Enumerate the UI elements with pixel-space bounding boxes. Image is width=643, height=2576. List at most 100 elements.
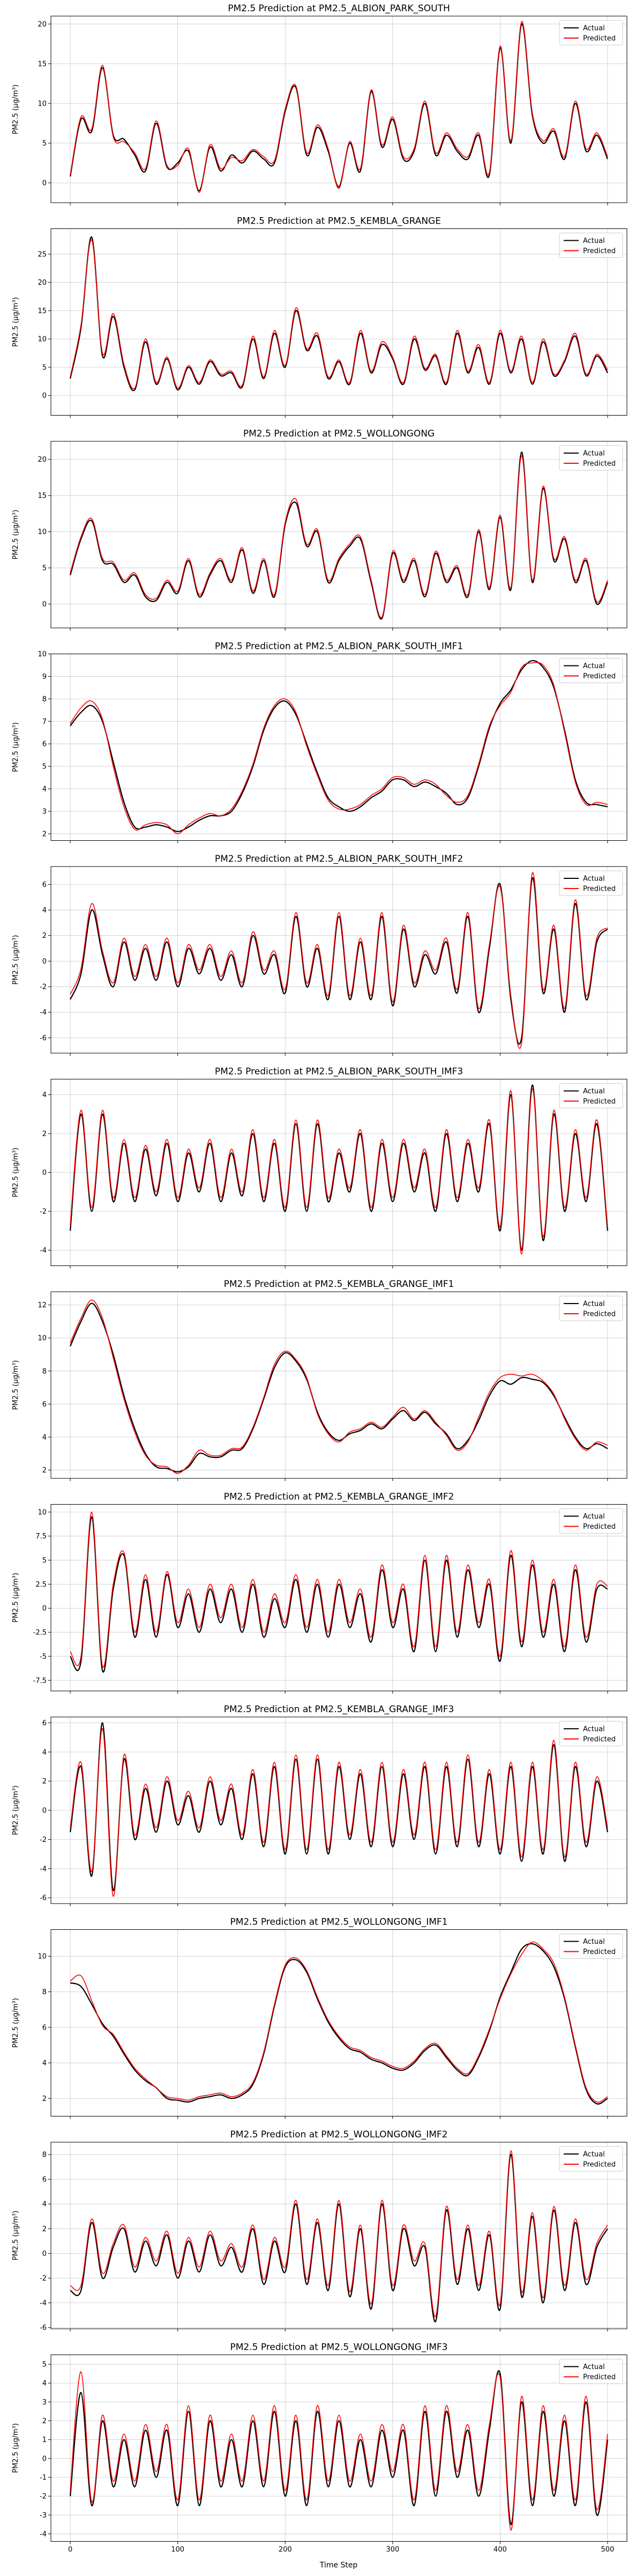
legend-label-actual: Actual: [583, 1087, 605, 1095]
y-tick-label: 4: [42, 2201, 47, 2209]
y-tick-label: -4: [40, 1247, 47, 1255]
plot-frame: [50, 1716, 627, 1904]
subplot-1: PM2.5 Prediction at PM2.5_ALBION_PARK_SO…: [12, 3, 627, 205]
y-tick-label: -5: [40, 1653, 47, 1661]
series-line-predicted: [70, 239, 608, 390]
series-line-predicted: [70, 1088, 608, 1255]
legend-label-predicted: Predicted: [583, 460, 616, 468]
x-tick-label: 300: [386, 2546, 399, 2554]
series-line-predicted: [70, 1728, 608, 1897]
y-tick-label: 6: [42, 1719, 47, 1727]
plot-frame: [50, 1504, 627, 1691]
legend-label-actual: Actual: [583, 662, 605, 670]
y-tick-label: 20: [38, 20, 47, 28]
legend-label-actual: Actual: [583, 1726, 605, 1734]
x-tick-label: 0: [68, 2546, 72, 2554]
y-tick-label: 5: [42, 139, 47, 147]
series-line-actual: [70, 1722, 608, 1891]
y-axis-label: PM2.5 (μg/m³): [12, 1573, 20, 1623]
series-line-actual: [70, 1943, 608, 2105]
y-tick-label: -1: [40, 2474, 47, 2482]
legend-box: [559, 1721, 623, 1746]
legend-box: [559, 233, 623, 258]
legend-label-actual: Actual: [583, 1300, 605, 1308]
y-tick-label: 3: [42, 2399, 47, 2407]
subplot-6: PM2.5 Prediction at PM2.5_ALBION_PARK_SO…: [12, 1067, 627, 1269]
chart-title: PM2.5 Prediction at PM2.5_WOLLONGONG_IMF…: [230, 2129, 448, 2140]
y-tick-label: 2.5: [35, 1581, 47, 1589]
series-line-predicted: [70, 455, 608, 618]
y-tick-label: 2: [42, 830, 47, 838]
y-tick-label: 5: [42, 2361, 47, 2369]
y-tick-label: 25: [38, 250, 47, 258]
series-line-actual: [70, 236, 608, 391]
y-tick-label: -6: [40, 2324, 47, 2332]
y-axis-label: PM2.5 (μg/m³): [12, 85, 20, 135]
y-tick-label: 2: [42, 2417, 47, 2425]
series-line-predicted: [70, 1512, 608, 1668]
legend-box: [559, 1296, 623, 1321]
y-tick-label: 10: [38, 100, 47, 108]
y-tick-label: -2: [40, 2275, 47, 2283]
y-tick-label: 15: [38, 492, 47, 500]
plot-frame: [50, 1929, 627, 2116]
chart-title: PM2.5 Prediction at PM2.5_ALBION_PARK_SO…: [228, 3, 450, 14]
y-tick-label: 8: [42, 2151, 47, 2159]
y-tick-label: 7.5: [35, 1533, 47, 1541]
chart-title: PM2.5 Prediction at PM2.5_KEMBLA_GRANGE_…: [224, 1704, 454, 1715]
series-line-predicted: [70, 1299, 608, 1474]
y-tick-label: 5: [42, 763, 47, 771]
y-tick-label: 15: [38, 60, 47, 68]
y-tick-label: -4: [40, 2299, 47, 2307]
y-tick-label: 9: [42, 673, 47, 681]
legend: Actual Predicted: [559, 445, 623, 471]
y-tick-label: 0: [42, 958, 47, 966]
plot-frame: [50, 866, 627, 1054]
subplot-8: PM2.5 Prediction at PM2.5_KEMBLA_GRANGE_…: [12, 1492, 627, 1694]
series-line-predicted: [70, 2150, 608, 2318]
y-tick-label: 4: [42, 1749, 47, 1757]
series-line-predicted: [70, 662, 608, 834]
series-line-predicted: [70, 2371, 608, 2531]
subplot-2: PM2.5 Prediction at PM2.5_KEMBLA_GRANGE 0…: [12, 216, 627, 418]
y-tick-label: 4: [42, 907, 47, 915]
chart-title: PM2.5 Prediction at PM2.5_ALBION_PARK_SO…: [215, 641, 463, 652]
plot-frame: [50, 2142, 627, 2329]
y-tick-label: 4: [42, 786, 47, 794]
y-tick-label: 8: [42, 1367, 47, 1375]
plot-frame: [50, 1291, 627, 1479]
y-tick-label: 4: [42, 2380, 47, 2388]
chart-title: PM2.5 Prediction at PM2.5_ALBION_PARK_SO…: [215, 1067, 463, 1077]
y-tick-label: 5: [42, 364, 47, 372]
legend-label-actual: Actual: [583, 450, 605, 458]
x-tick-label: 200: [279, 2546, 292, 2554]
y-tick-label: 4: [42, 2060, 47, 2068]
y-tick-label: -2: [40, 1208, 47, 1216]
y-axis-label: PM2.5 (μg/m³): [12, 2423, 20, 2473]
plot-frame: [50, 228, 627, 416]
y-tick-label: 4: [42, 1091, 47, 1099]
chart-title: PM2.5 Prediction at PM2.5_KEMBLA_GRANGE_…: [224, 1279, 454, 1290]
y-axis-label: PM2.5 (μg/m³): [12, 1998, 20, 2048]
y-tick-label: 20: [38, 456, 47, 464]
legend-label-predicted: Predicted: [583, 885, 616, 893]
y-tick-label: 2: [42, 2095, 47, 2103]
subplot-5: PM2.5 Prediction at PM2.5_ALBION_PARK_SO…: [12, 854, 627, 1056]
x-axis-label: Time Step: [319, 2561, 358, 2570]
y-tick-label: -2: [40, 1836, 47, 1844]
chart-title: PM2.5 Prediction at PM2.5_KEMBLA_GRANGE: [237, 216, 441, 227]
y-tick-label: 10: [38, 528, 47, 536]
series-line-actual: [70, 23, 608, 191]
subplot-3: PM2.5 Prediction at PM2.5_WOLLONGONG 0 5 10…: [12, 428, 627, 631]
subplot-9: PM2.5 Prediction at PM2.5_KEMBLA_GRANGE_…: [12, 1704, 627, 1906]
y-tick-label: 6: [42, 1401, 47, 1409]
legend-label-predicted: Predicted: [583, 672, 616, 680]
y-tick-label: -2: [40, 2493, 47, 2501]
legend: Actual Predicted: [559, 1296, 623, 1321]
legend-label-predicted: Predicted: [583, 2373, 616, 2381]
y-tick-label: -6: [40, 1894, 47, 1903]
legend-box: [559, 1934, 623, 1959]
legend: Actual Predicted: [559, 2146, 623, 2172]
legend-label-predicted: Predicted: [583, 1311, 616, 1319]
legend-box: [559, 1508, 623, 1534]
